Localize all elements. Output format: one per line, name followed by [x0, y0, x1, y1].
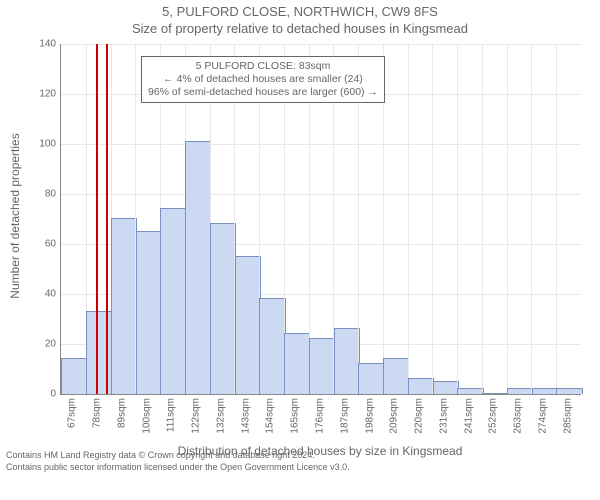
marker-line [106, 44, 108, 394]
histogram-bar [160, 208, 186, 394]
y-tick-label: 20 [30, 339, 56, 350]
x-tick-label: 154sqm [265, 398, 276, 434]
histogram-bar [532, 388, 558, 394]
annotation-line: 96% of semi-detached houses are larger (… [148, 86, 378, 99]
histogram-bar [482, 393, 508, 394]
y-tick-label: 100 [30, 139, 56, 150]
page-subtitle: Size of property relative to detached ho… [0, 21, 600, 36]
y-tick-label: 60 [30, 239, 56, 250]
histogram-bar [136, 231, 162, 395]
plot-area: 5 PULFORD CLOSE: 83sqm← 4% of detached h… [60, 44, 581, 395]
x-axis-label: Distribution of detached houses by size … [60, 444, 580, 458]
x-tick-label: 176sqm [315, 398, 326, 434]
annotation-line: 5 PULFORD CLOSE: 83sqm [148, 60, 378, 73]
footer-line-2: Contains public sector information licen… [6, 462, 594, 474]
annotation-line: ← 4% of detached houses are smaller (24) [148, 73, 378, 86]
histogram-bar [259, 298, 285, 394]
x-tick-label: 263sqm [513, 398, 524, 434]
x-tick-label: 111sqm [166, 398, 177, 432]
histogram-bar [86, 311, 112, 395]
histogram-bar [457, 388, 483, 394]
x-tick-label: 285sqm [562, 398, 573, 434]
histogram-bar [358, 363, 384, 394]
histogram-bar [185, 141, 211, 395]
x-tick-label: 78sqm [92, 398, 103, 428]
histogram-bar [433, 381, 459, 395]
x-tick-label: 252sqm [488, 398, 499, 434]
x-tick-label: 198sqm [364, 398, 375, 434]
y-tick-label: 0 [30, 389, 56, 400]
x-tick-label: 100sqm [141, 398, 152, 434]
histogram-bar [507, 388, 533, 394]
histogram-bar [408, 378, 434, 394]
histogram-bar [334, 328, 360, 394]
histogram-bar [61, 358, 87, 394]
y-tick-label: 80 [30, 189, 56, 200]
x-tick-label: 122sqm [191, 398, 202, 434]
y-tick-label: 120 [30, 89, 56, 100]
histogram-bar [235, 256, 261, 395]
histogram-bar [111, 218, 137, 394]
x-tick-label: 187sqm [339, 398, 350, 434]
x-tick-label: 67sqm [67, 398, 78, 428]
page-title: 5, PULFORD CLOSE, NORTHWICH, CW9 8FS [0, 4, 600, 19]
y-tick-label: 40 [30, 289, 56, 300]
histogram-bar [309, 338, 335, 394]
histogram-bar [383, 358, 409, 394]
x-tick-label: 220sqm [414, 398, 425, 434]
histogram-bar [210, 223, 236, 394]
x-tick-label: 241sqm [463, 398, 474, 434]
annotation-box: 5 PULFORD CLOSE: 83sqm← 4% of detached h… [141, 56, 385, 103]
histogram-bar [556, 388, 582, 394]
chart-container: Number of detached properties 5 PULFORD … [0, 36, 600, 446]
x-tick-label: 165sqm [290, 398, 301, 434]
y-tick-label: 140 [30, 39, 56, 50]
x-tick-label: 89sqm [116, 398, 127, 428]
marker-line [96, 44, 98, 394]
x-tick-label: 143sqm [240, 398, 251, 434]
y-axis-label: Number of detached properties [8, 133, 22, 298]
x-tick-label: 209sqm [389, 398, 400, 434]
x-tick-label: 274sqm [537, 398, 548, 434]
x-tick-label: 231sqm [438, 398, 449, 434]
histogram-bar [284, 333, 310, 394]
x-tick-label: 132sqm [215, 398, 226, 434]
